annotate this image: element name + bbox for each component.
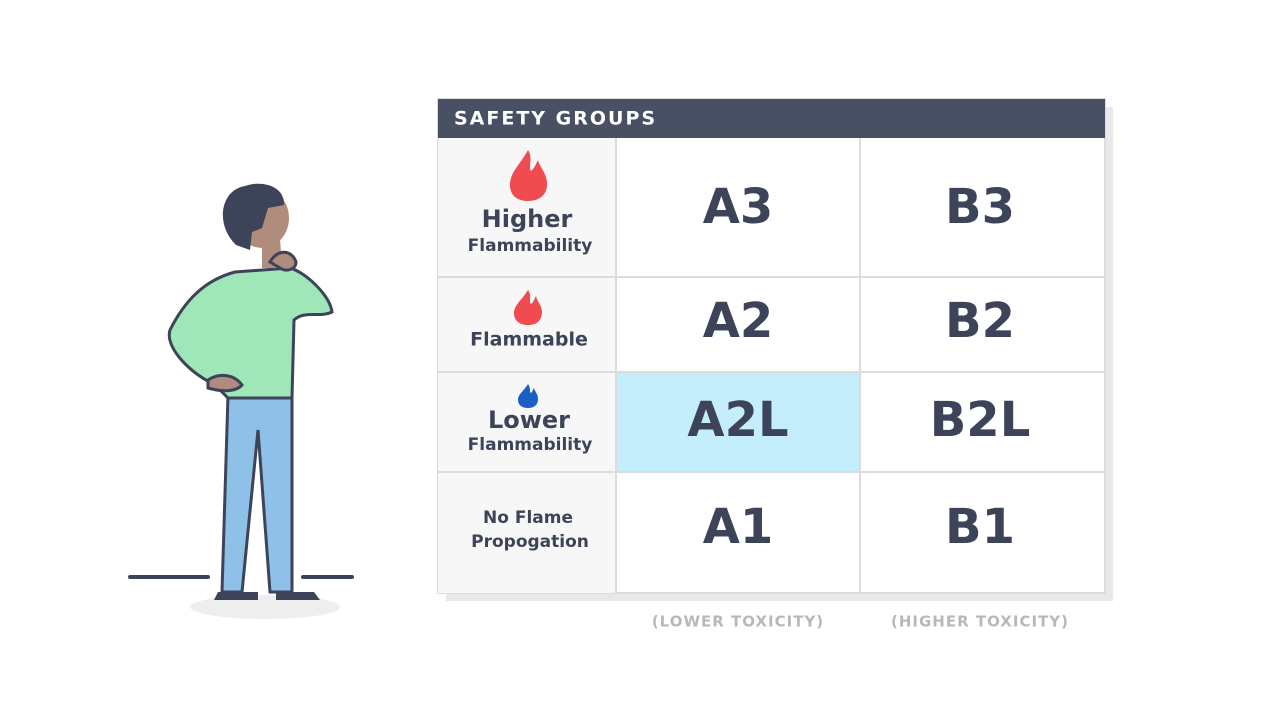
row-label: No Flame [483, 508, 573, 528]
flame-icon [510, 150, 548, 201]
person-illustration [128, 183, 354, 619]
header-title: SAFETY GROUPS [454, 108, 657, 130]
cell: A2 [703, 293, 774, 349]
cell: B2L [930, 392, 1031, 448]
cell: A2L [687, 392, 788, 448]
cell: A3 [703, 179, 774, 235]
flame-icon [518, 384, 538, 408]
cell: A1 [703, 499, 774, 555]
row-label: Higher [482, 205, 573, 233]
row-label: Propogation [471, 532, 589, 552]
table-header [438, 99, 1105, 138]
table-grid [438, 138, 1105, 593]
row-label: Lower [488, 406, 570, 434]
row-label: Flammable [470, 329, 588, 351]
row-label: Flammability [468, 236, 593, 256]
cell: B1 [945, 499, 1015, 555]
cell: B3 [945, 179, 1015, 235]
cell: B2 [945, 293, 1015, 349]
column-label: (HIGHER TOXICITY) [891, 613, 1069, 631]
highlight-cell [617, 373, 859, 472]
row-label: Flammability [468, 435, 593, 455]
column-label: (LOWER TOXICITY) [652, 613, 824, 631]
label-column [438, 138, 616, 593]
flame-icon [514, 290, 542, 325]
